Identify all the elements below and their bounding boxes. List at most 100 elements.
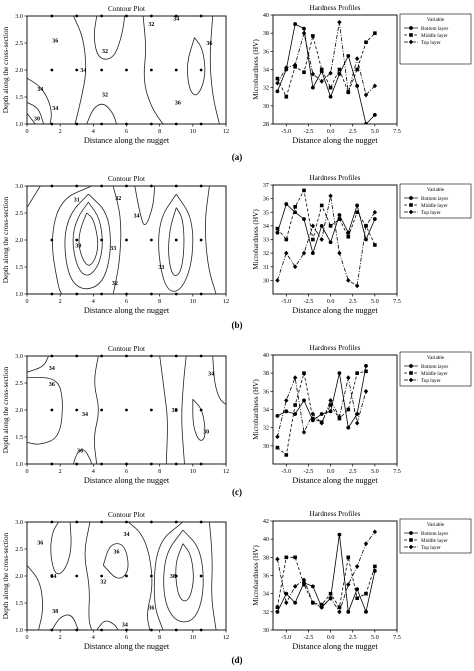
- y-tick-label: 1.0: [15, 121, 23, 128]
- measurement-point: [100, 462, 104, 466]
- data-point: [355, 67, 359, 72]
- data-point: [363, 541, 369, 547]
- y-tick-label: 1.0: [15, 627, 23, 634]
- series-bottom-layer: [275, 202, 377, 256]
- series-line: [277, 531, 376, 613]
- x-tick-label: 0: [25, 298, 28, 305]
- y-tick-label: 30: [263, 103, 269, 110]
- data-point: [337, 67, 342, 72]
- contour-label: 36: [37, 541, 43, 547]
- data-point: [310, 223, 316, 229]
- x-tick-label: -2.5: [304, 634, 314, 641]
- measurement-point: [50, 184, 54, 188]
- data-point: [328, 85, 333, 90]
- contour-label: 34: [133, 214, 139, 220]
- measurement-point: [125, 574, 128, 578]
- y-tick-label: 35: [263, 209, 269, 216]
- x-tick-label: 8: [158, 468, 161, 475]
- y-tick-label: 2.0: [15, 407, 23, 414]
- x-axis-label: Distance along the nugget: [292, 136, 378, 145]
- series-bottom-layer: [275, 22, 377, 124]
- y-tick-label: 34: [263, 407, 269, 414]
- contour-line: [181, 356, 187, 464]
- y-tick-label: 2.5: [15, 546, 23, 553]
- y-tick-label: 33: [263, 237, 269, 244]
- series-middle-layer: [275, 31, 377, 99]
- y-tick-label: 1.5: [15, 600, 23, 607]
- x-tick-label: 4: [92, 634, 95, 641]
- measurement-point: [199, 408, 203, 412]
- contour-lines: [27, 186, 217, 294]
- legend-marker: [408, 377, 414, 383]
- contour-line: [134, 186, 156, 225]
- data-point: [302, 398, 306, 403]
- data-point: [284, 453, 289, 457]
- legend-title: Variable: [427, 187, 445, 193]
- measurement-point: [50, 238, 54, 242]
- y-tick-label: 30: [263, 443, 269, 450]
- x-tick-label: 8: [158, 128, 161, 135]
- measurement-point: [149, 462, 153, 466]
- measurement-point: [174, 354, 178, 358]
- measurement-point: [75, 238, 79, 242]
- data-point: [346, 425, 351, 430]
- legend-marker: [409, 203, 413, 207]
- data-point: [372, 113, 377, 117]
- x-tick-label: 7.5: [393, 468, 401, 475]
- legend-label: Middle layer: [421, 538, 448, 544]
- x-tick-label: 2.5: [349, 128, 357, 135]
- data-point: [337, 609, 342, 615]
- measurement-point: [125, 238, 128, 242]
- y-tick-label: 1.0: [15, 291, 23, 298]
- contour-line: [27, 112, 36, 124]
- legend-label: Top layer: [421, 545, 441, 551]
- y-tick-label: 2.0: [15, 573, 23, 580]
- data-point: [328, 403, 333, 407]
- measurement-point: [199, 628, 203, 632]
- x-axis-label: Distance along the nugget: [84, 642, 170, 651]
- contour-label: 34: [173, 17, 179, 23]
- hardness-chart-title: Hardness Profiles: [310, 344, 361, 352]
- measurement-point: [199, 184, 203, 188]
- legend-label: Middle layer: [421, 203, 448, 209]
- data-point: [337, 250, 342, 256]
- x-tick-label: 4: [92, 298, 95, 305]
- contour-line: [27, 102, 44, 124]
- legend-title: Variable: [427, 17, 445, 23]
- contour-label: 38: [52, 609, 58, 615]
- y-axis-label: Microhardness (HV): [251, 39, 260, 100]
- contour-label: 36: [49, 382, 55, 388]
- data-point: [311, 34, 315, 38]
- measurement-point: [50, 68, 54, 72]
- data-point: [328, 409, 333, 414]
- data-point: [310, 584, 315, 589]
- contour-line: [96, 620, 119, 630]
- data-point: [319, 602, 324, 607]
- x-tick-label: 0.0: [327, 468, 335, 475]
- contour-line: [192, 398, 206, 441]
- y-tick-label: 32: [263, 85, 269, 92]
- data-point: [293, 600, 298, 605]
- data-point: [275, 556, 280, 562]
- data-point: [328, 193, 333, 199]
- measurement-point: [125, 184, 128, 188]
- x-axis-label: Distance along the nugget: [292, 642, 378, 651]
- x-tick-label: 5.0: [371, 634, 379, 641]
- measurement-point: [199, 354, 203, 358]
- contour-line: [52, 186, 92, 294]
- contour-label: 32: [115, 196, 121, 202]
- contour-line: [50, 522, 72, 575]
- contour-label: 34: [37, 87, 43, 93]
- legend-marker: [408, 209, 414, 215]
- data-point: [364, 237, 368, 242]
- data-point: [337, 605, 342, 610]
- y-tick-label: 34: [263, 223, 269, 230]
- x-axis-label: Distance along the nugget: [292, 306, 378, 315]
- data-point: [346, 407, 351, 412]
- x-axis-label: Distance along the nugget: [84, 306, 170, 315]
- x-tick-label: 10: [190, 634, 196, 641]
- measurement-point: [125, 520, 128, 524]
- measurement-point: [199, 292, 203, 296]
- y-tick-label: 28: [263, 121, 269, 128]
